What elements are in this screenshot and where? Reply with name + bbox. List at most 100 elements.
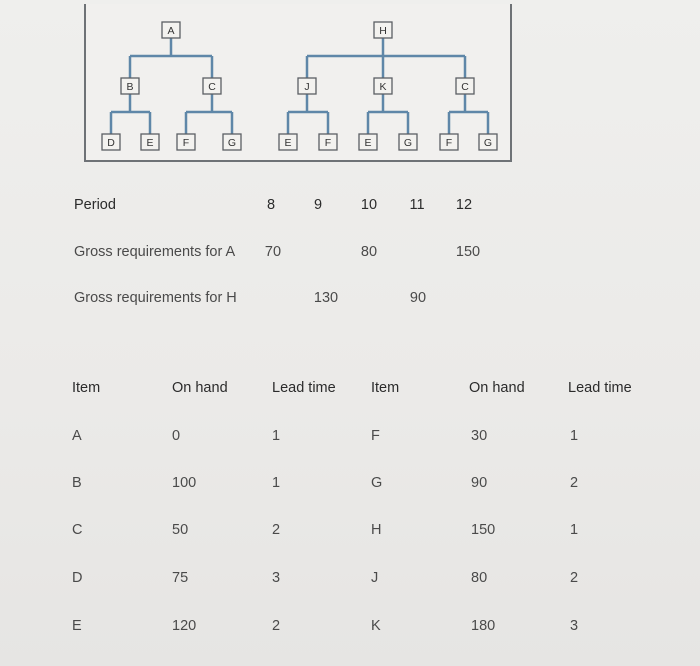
cell-item: K <box>371 618 381 634</box>
tree-node: C <box>455 77 475 95</box>
gross-req-a-period-12: 150 <box>455 244 481 260</box>
tree-node: G <box>478 133 498 151</box>
header-on-hand-right: On hand <box>469 380 525 396</box>
header-item-left: Item <box>72 380 101 396</box>
tree-connectors <box>109 38 490 134</box>
tree-node-box <box>297 77 317 95</box>
tree-node: J <box>297 77 317 95</box>
tree-node-label: G <box>404 137 412 149</box>
tree-node: F <box>439 133 459 151</box>
tree-node: G <box>222 133 242 151</box>
tree-node-box <box>176 133 196 151</box>
period-11: 11 <box>409 197 425 213</box>
header-item-right: Item <box>371 380 400 396</box>
cell-on-hand: 100 <box>172 475 197 491</box>
tree-node: E <box>140 133 160 151</box>
product-structure-diagram: A B C D E F G H J K C E F E G F G <box>101 21 498 151</box>
tree-node-label: F <box>325 137 331 149</box>
cell-item: J <box>371 570 379 586</box>
tree-node: F <box>176 133 196 151</box>
cell-lead-time: 2 <box>570 475 579 491</box>
cell-on-hand: 30 <box>471 428 488 444</box>
tree-node-box <box>455 77 475 95</box>
gross-req-a-period-10: 80 <box>360 244 378 260</box>
tree-node-box <box>373 21 393 39</box>
tree-node: C <box>202 77 222 95</box>
cell-lead-time: 3 <box>570 618 579 634</box>
cell-lead-time: 2 <box>570 570 579 586</box>
cell-item: E <box>72 618 82 634</box>
cell-on-hand: 180 <box>471 618 496 634</box>
header-on-hand-left: On hand <box>172 380 228 396</box>
gross-req-h-period-9: 130 <box>313 290 339 306</box>
tree-node: G <box>398 133 418 151</box>
gross-req-a-label: Gross requirements for A <box>74 244 236 260</box>
cell-lead-time: 1 <box>570 428 579 444</box>
header-lead-time-left: Lead time <box>272 380 336 396</box>
cell-item: A <box>72 428 82 444</box>
cell-lead-time: 2 <box>272 618 281 634</box>
cell-lead-time: 1 <box>272 475 281 491</box>
tree-node-label: K <box>379 81 386 93</box>
tree-node-label: B <box>126 81 133 93</box>
cell-item: C <box>72 522 83 538</box>
cell-lead-time: 1 <box>272 428 281 444</box>
period-9: 9 <box>313 197 323 213</box>
cell-on-hand: 90 <box>471 475 488 491</box>
tree-node-label: E <box>284 137 291 149</box>
tree-node-label: C <box>461 81 469 93</box>
cell-on-hand: 75 <box>172 570 189 586</box>
tree-node: E <box>358 133 378 151</box>
tree-node-label: F <box>183 137 189 149</box>
tree-node-label: D <box>107 137 115 149</box>
cell-item: G <box>371 475 383 491</box>
cell-on-hand: 50 <box>172 522 189 538</box>
tree-node: A <box>161 21 181 39</box>
gross-req-a-period-8: 70 <box>264 244 282 260</box>
period-10: 10 <box>360 197 378 213</box>
tree-node-label: E <box>146 137 153 149</box>
tree-node-box <box>439 133 459 151</box>
cell-item: B <box>72 475 82 491</box>
cell-lead-time: 3 <box>272 570 281 586</box>
cell-on-hand: 120 <box>172 618 197 634</box>
tree-node-box <box>202 77 222 95</box>
cell-item: D <box>72 570 83 586</box>
tree-node-box <box>358 133 378 151</box>
cell-on-hand: 150 <box>471 522 496 538</box>
cell-item: F <box>371 428 380 444</box>
tree-node-box <box>398 133 418 151</box>
tree-node-box <box>120 77 140 95</box>
period-label: Period <box>74 197 116 213</box>
tree-node-label: A <box>167 25 174 37</box>
tree-node-label: J <box>304 81 309 93</box>
cell-lead-time: 1 <box>570 522 579 538</box>
tree-node-box <box>140 133 160 151</box>
tree-node-box <box>222 133 242 151</box>
tree-node: E <box>278 133 298 151</box>
tree-node-label: H <box>379 25 387 37</box>
tree-node-label: C <box>208 81 216 93</box>
tree-node: K <box>373 77 393 95</box>
tree-nodes: A B C D E F G H J K C E F E G F G <box>101 21 498 151</box>
tree-node: D <box>101 133 121 151</box>
tree-node: F <box>318 133 338 151</box>
tree-node-box <box>161 21 181 39</box>
tree-node: B <box>120 77 140 95</box>
tree-node-box <box>318 133 338 151</box>
tree-node-box <box>478 133 498 151</box>
gross-req-h-label: Gross requirements for H <box>74 290 237 306</box>
period-8: 8 <box>266 197 276 213</box>
cell-item: H <box>371 522 382 538</box>
tree-node-box <box>373 77 393 95</box>
tree-node-label: F <box>446 137 452 149</box>
period-12: 12 <box>455 197 473 213</box>
tree-node: H <box>373 21 393 39</box>
cell-on-hand: 0 <box>172 428 181 444</box>
cell-on-hand: 80 <box>471 570 488 586</box>
tree-node-box <box>278 133 298 151</box>
gross-req-h-period-11: 90 <box>409 290 427 306</box>
header-lead-time-right: Lead time <box>568 380 632 396</box>
tree-node-box <box>101 133 121 151</box>
